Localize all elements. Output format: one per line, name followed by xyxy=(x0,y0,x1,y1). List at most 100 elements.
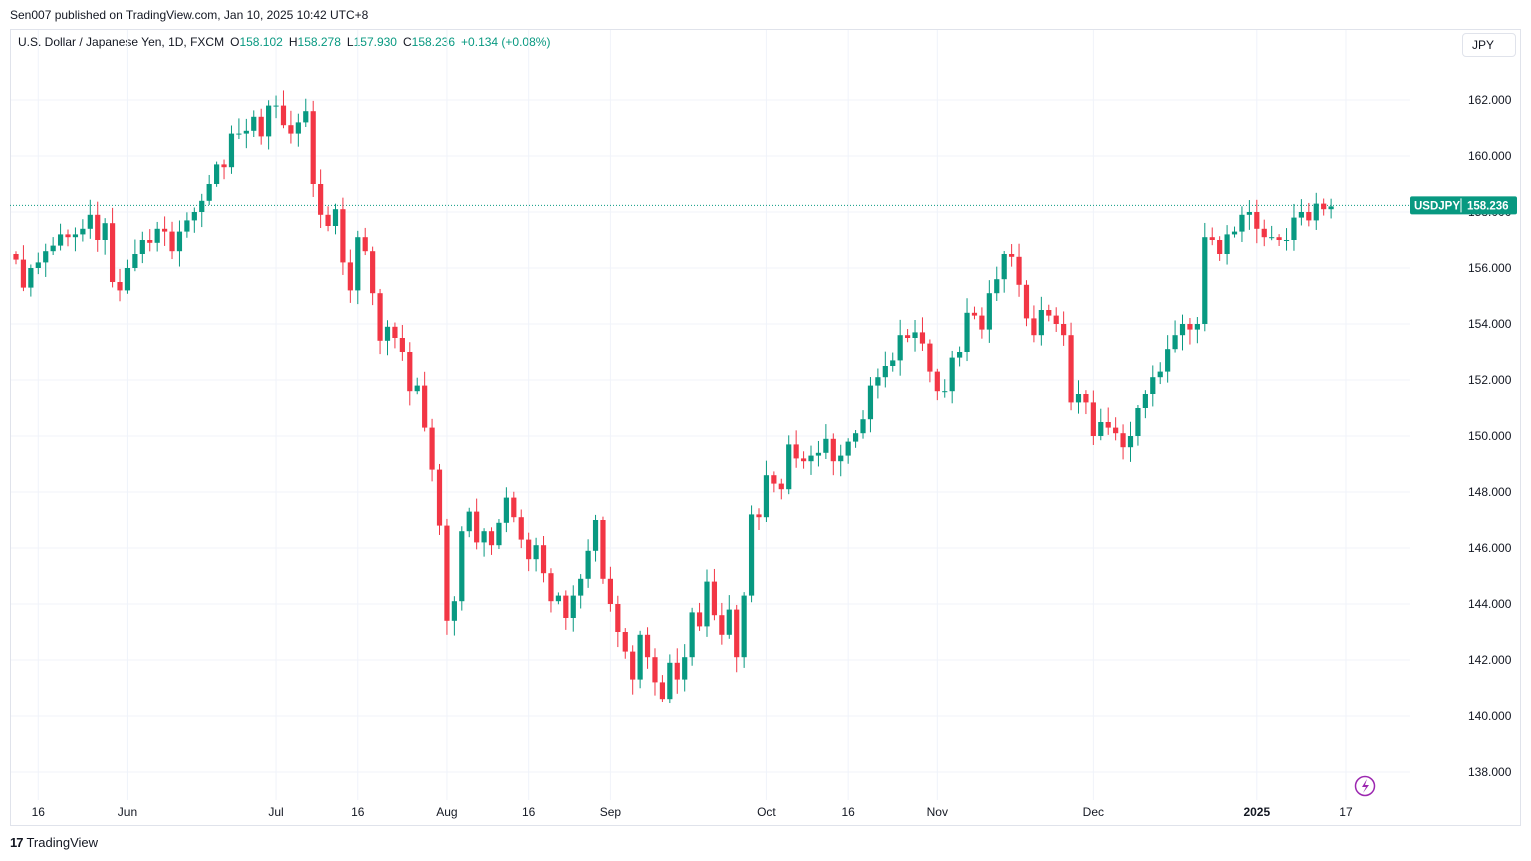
candle xyxy=(971,306,978,320)
candle-body xyxy=(838,455,844,462)
candle-body xyxy=(488,531,495,546)
candle-body xyxy=(979,315,985,330)
candle xyxy=(102,218,108,255)
candle-body xyxy=(860,419,866,434)
candle xyxy=(362,227,368,256)
open-label: O xyxy=(230,35,240,49)
candle xyxy=(132,239,138,272)
candle xyxy=(139,231,145,264)
candle xyxy=(919,317,926,351)
candle xyxy=(704,569,710,637)
candle-body xyxy=(793,444,799,459)
candle xyxy=(474,498,480,550)
candle xyxy=(555,592,561,605)
candle xyxy=(57,223,64,251)
symbol-description[interactable]: U.S. Dollar / Japanese Yen, 1D, FXCM xyxy=(18,35,225,49)
candle-body xyxy=(139,240,145,254)
candle xyxy=(897,319,903,376)
candle-body xyxy=(1283,240,1290,241)
candle-body xyxy=(1023,284,1030,319)
candle xyxy=(221,159,227,180)
candle-body xyxy=(1202,237,1208,324)
tradingview-brand[interactable]: 17 TradingView xyxy=(10,835,98,850)
candle xyxy=(109,207,116,288)
candle xyxy=(890,352,896,372)
candle xyxy=(72,227,79,252)
candle xyxy=(1113,417,1119,441)
candle-body xyxy=(147,240,153,243)
candle-body xyxy=(347,262,353,291)
candle-body xyxy=(1075,394,1082,403)
candle-body xyxy=(236,133,242,135)
candle xyxy=(682,644,688,692)
candle xyxy=(622,628,628,659)
candle-body xyxy=(1142,394,1148,408)
goto-realtime-icon[interactable] xyxy=(1354,775,1376,797)
candle-body xyxy=(95,214,101,240)
candle-body xyxy=(548,573,554,602)
candle-body xyxy=(689,612,695,658)
candle xyxy=(696,602,703,631)
candle-body xyxy=(503,497,509,523)
candle-body xyxy=(1105,422,1111,428)
price-axis: 138.000 140.000 142.000 144.000 146.000 148.0… xyxy=(1468,93,1512,779)
currency-unit-button[interactable]: JPY xyxy=(1462,33,1516,57)
candle xyxy=(815,440,822,467)
candle xyxy=(674,648,680,694)
candle-body xyxy=(1068,335,1074,403)
candle-body xyxy=(511,497,517,518)
candle-body xyxy=(845,441,851,456)
candle xyxy=(13,251,19,265)
x-tick-label: 2025 xyxy=(1243,805,1270,819)
candle-body xyxy=(429,427,435,470)
x-tick-label: Jul xyxy=(268,805,283,819)
candle xyxy=(1231,226,1238,238)
candle-body xyxy=(13,254,19,260)
price-tag: USDJPY 158.236 xyxy=(1410,196,1517,215)
candle xyxy=(176,220,183,267)
candle-body xyxy=(355,237,361,291)
candle xyxy=(184,212,190,238)
candle xyxy=(741,592,747,668)
candle xyxy=(1246,200,1252,230)
candle-body xyxy=(214,164,220,184)
candle-body xyxy=(600,520,606,579)
candle-body xyxy=(176,231,183,252)
candle xyxy=(169,221,175,260)
candle-body xyxy=(384,326,391,341)
candle xyxy=(43,243,49,277)
candle-body xyxy=(711,581,718,616)
y-tick-label: 138.000 xyxy=(1468,765,1512,779)
chart-frame xyxy=(10,29,1521,826)
candle xyxy=(994,266,1000,301)
candle xyxy=(734,604,740,673)
candle xyxy=(280,90,287,129)
candle xyxy=(1105,407,1111,435)
candle-body xyxy=(1157,371,1163,378)
y-tick-label: 146.000 xyxy=(1468,541,1512,555)
candle xyxy=(1120,424,1126,460)
candle-body xyxy=(273,105,279,107)
candle-body xyxy=(615,604,621,632)
candle-body xyxy=(370,251,376,294)
candle xyxy=(236,118,242,140)
candle-body xyxy=(540,545,547,574)
candle-body xyxy=(332,209,339,226)
candle xyxy=(1142,390,1148,419)
candle-body xyxy=(652,657,658,683)
candle-body xyxy=(1001,254,1007,280)
candle xyxy=(793,430,799,468)
candle-body xyxy=(87,214,93,229)
candle xyxy=(451,596,457,636)
candle xyxy=(1179,314,1186,351)
candle xyxy=(436,463,443,535)
candle-body xyxy=(124,268,131,291)
close-label: C xyxy=(402,35,412,49)
candle-body xyxy=(682,657,688,680)
candle-body xyxy=(1179,324,1186,336)
candle xyxy=(711,568,718,621)
candle xyxy=(392,322,398,349)
candle xyxy=(1239,206,1245,242)
candle-body xyxy=(1321,203,1327,210)
